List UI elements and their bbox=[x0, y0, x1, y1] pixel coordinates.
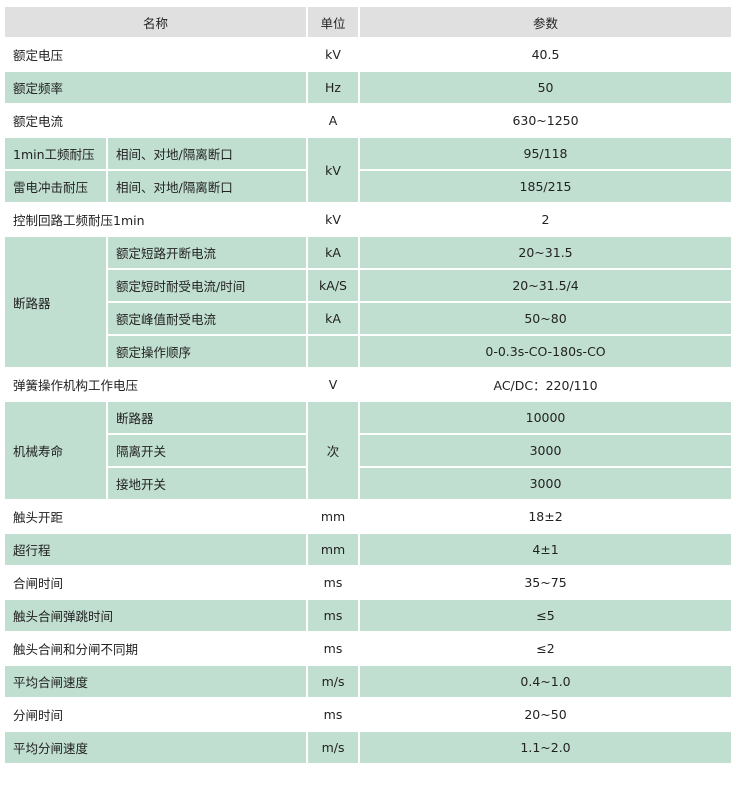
param-value: 630~1250 bbox=[360, 105, 732, 136]
param-value: 10000 bbox=[360, 402, 732, 433]
header-name: 名称 bbox=[5, 7, 307, 37]
param-unit: mm bbox=[308, 534, 359, 565]
param-unit: kA bbox=[308, 237, 359, 268]
param-name: 触头合闸和分闸不同期 bbox=[5, 633, 307, 664]
param-value: 35~75 bbox=[360, 567, 732, 598]
param-unit: V bbox=[308, 369, 359, 400]
header-value: 参数 bbox=[360, 7, 732, 37]
param-unit: A bbox=[308, 105, 359, 136]
table-row: 合闸时间 ms 35~75 bbox=[5, 567, 732, 598]
param-subname: 接地开关 bbox=[108, 468, 307, 499]
param-value: 20~31.5/4 bbox=[360, 270, 732, 301]
param-name: 触头开距 bbox=[5, 501, 307, 532]
param-unit: m/s bbox=[308, 666, 359, 697]
table-row: 平均分闸速度 m/s 1.1~2.0 bbox=[5, 732, 732, 763]
param-subname: 断路器 bbox=[108, 402, 307, 433]
table-row: 额定频率 Hz 50 bbox=[5, 72, 732, 103]
param-value: 0.4~1.0 bbox=[360, 666, 732, 697]
table-row: 接地开关 3000 bbox=[5, 468, 732, 499]
param-value: 95/118 bbox=[360, 138, 732, 169]
spec-table: 名称 单位 参数 额定电压 kV 40.5 额定频率 Hz 50 额定电流 A 630~1250… bbox=[3, 5, 733, 765]
param-value: 3000 bbox=[360, 435, 732, 466]
param-name: 平均分闸速度 bbox=[5, 732, 307, 763]
table-row: 1min工频耐压 相间、对地/隔离断口 kV 95/118 bbox=[5, 138, 732, 202]
group-label: 断路器 bbox=[5, 237, 106, 367]
param-value: ≤2 bbox=[360, 633, 732, 664]
param-unit: ms bbox=[308, 600, 359, 631]
table-row: 隔离开关 3000 bbox=[5, 435, 732, 466]
param-subname: 额定操作顺序 bbox=[108, 336, 307, 367]
param-unit: ms bbox=[308, 633, 359, 664]
param-value: 2 bbox=[360, 204, 732, 235]
param-name: 控制回路工频耐压1min bbox=[5, 204, 307, 235]
table-row: 分闸时间 ms 20~50 bbox=[5, 699, 732, 730]
param-value: 20~31.5 bbox=[360, 237, 732, 268]
param-unit: ms bbox=[308, 699, 359, 730]
param-name: 合闸时间 bbox=[5, 567, 307, 598]
table-row: 机械寿命 断路器次 10000 bbox=[5, 402, 732, 499]
param-name: 额定电压 bbox=[5, 39, 307, 70]
param-subname: 额定峰值耐受电流 bbox=[108, 303, 307, 334]
param-unit: Hz bbox=[308, 72, 359, 103]
param-name: 1min工频耐压 bbox=[5, 138, 106, 169]
param-name: 额定频率 bbox=[5, 72, 307, 103]
param-name: 超行程 bbox=[5, 534, 307, 565]
param-value: 50~80 bbox=[360, 303, 732, 334]
table-row: 弹簧操作机构工作电压 V AC/DC：220/110 bbox=[5, 369, 732, 400]
table-row: 断路器 额定短路开断电流 kA 20~31.5 bbox=[5, 237, 732, 367]
table-row: 触头开距 mm 18±2 bbox=[5, 501, 732, 532]
param-value: 18±2 bbox=[360, 501, 732, 532]
param-value: 20~50 bbox=[360, 699, 732, 730]
table-row: 平均合闸速度 m/s 0.4~1.0 bbox=[5, 666, 732, 697]
param-value: 185/215 bbox=[360, 171, 732, 202]
param-unit: ms bbox=[308, 567, 359, 598]
param-name: 平均合闸速度 bbox=[5, 666, 307, 697]
param-name: 额定电流 bbox=[5, 105, 307, 136]
table-row: 触头合闸弹跳时间 ms ≤5 bbox=[5, 600, 732, 631]
param-unit: m/s bbox=[308, 732, 359, 763]
param-unit: kV bbox=[308, 39, 359, 70]
param-value: 3000 bbox=[360, 468, 732, 499]
table-row: 控制回路工频耐压1min kV 2 bbox=[5, 204, 732, 235]
table-row: 触头合闸和分闸不同期 ms ≤2 bbox=[5, 633, 732, 664]
param-subname: 相间、对地/隔离断口 bbox=[108, 138, 307, 169]
param-subname: 隔离开关 bbox=[108, 435, 307, 466]
table-row: 额定操作顺序 0-0.3s-CO-180s-CO bbox=[5, 336, 732, 367]
param-subname: 相间、对地/隔离断口 bbox=[108, 171, 307, 202]
param-name: 雷电冲击耐压 bbox=[5, 171, 106, 202]
param-value: 50 bbox=[360, 72, 732, 103]
param-value: 1.1~2.0 bbox=[360, 732, 732, 763]
param-name: 分闸时间 bbox=[5, 699, 307, 730]
table-row: 额定峰值耐受电流 kA 50~80 bbox=[5, 303, 732, 334]
table-row: 超行程 mm 4±1 bbox=[5, 534, 732, 565]
param-unit: mm bbox=[308, 501, 359, 532]
param-value: 0-0.3s-CO-180s-CO bbox=[360, 336, 732, 367]
group-label: 机械寿命 bbox=[5, 402, 106, 499]
param-value: ≤5 bbox=[360, 600, 732, 631]
param-unit: kA/S bbox=[308, 270, 359, 301]
table-row: 雷电冲击耐压 相间、对地/隔离断口 185/215 bbox=[5, 171, 732, 202]
param-value: 40.5 bbox=[360, 39, 732, 70]
table-row: 额定电压 kV 40.5 bbox=[5, 39, 732, 70]
param-value: 4±1 bbox=[360, 534, 732, 565]
table-row: 额定短时耐受电流/时间 kA/S 20~31.5/4 bbox=[5, 270, 732, 301]
param-subname: 额定短时耐受电流/时间 bbox=[108, 270, 307, 301]
param-unit: kV bbox=[308, 204, 359, 235]
param-subname: 额定短路开断电流 bbox=[108, 237, 307, 268]
header-row: 名称 单位 参数 bbox=[5, 7, 732, 37]
param-unit bbox=[308, 336, 359, 367]
table-row: 额定电流 A 630~1250 bbox=[5, 105, 732, 136]
param-unit: kV bbox=[308, 138, 359, 202]
param-unit: 次 bbox=[308, 402, 359, 499]
header-unit: 单位 bbox=[308, 7, 359, 37]
param-value: AC/DC：220/110 bbox=[360, 369, 732, 400]
param-name: 弹簧操作机构工作电压 bbox=[5, 369, 307, 400]
param-name: 触头合闸弹跳时间 bbox=[5, 600, 307, 631]
param-unit: kA bbox=[308, 303, 359, 334]
